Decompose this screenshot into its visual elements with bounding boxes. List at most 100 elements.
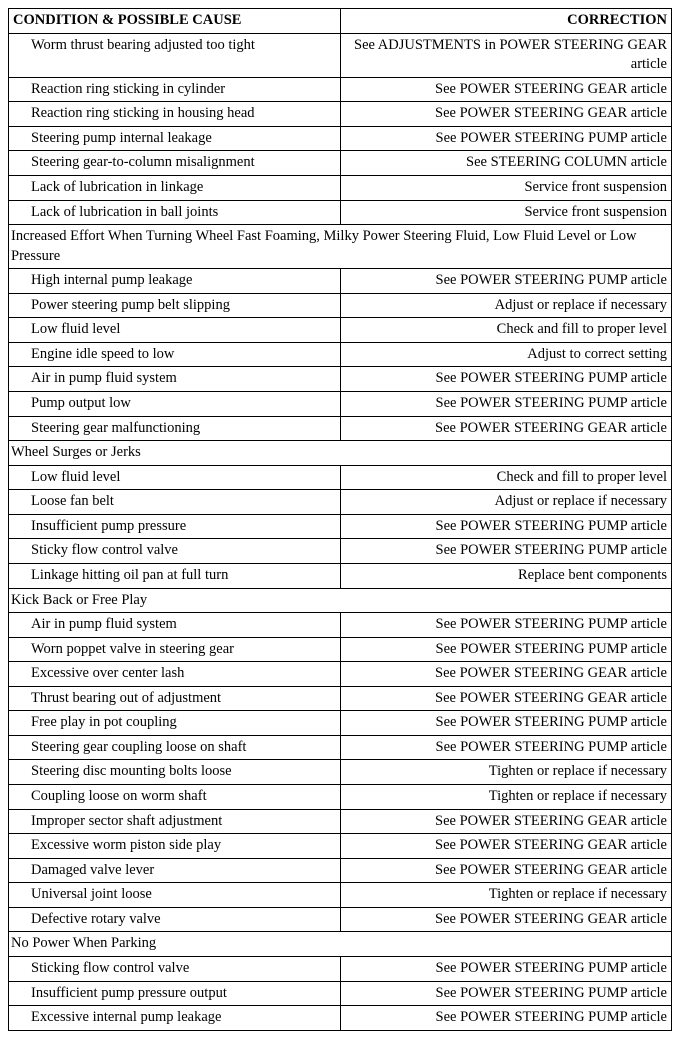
correction-cell: Replace bent components xyxy=(340,563,672,588)
correction-cell: See POWER STEERING GEAR article xyxy=(340,907,672,932)
correction-cell: Adjust to correct setting xyxy=(340,342,672,367)
table-row: Lack of lubrication in linkageService fr… xyxy=(9,175,672,200)
correction-cell: See POWER STEERING GEAR article xyxy=(340,686,672,711)
correction-cell: See POWER STEERING PUMP article xyxy=(340,514,672,539)
table-row: Steering gear-to-column misalignmentSee … xyxy=(9,151,672,176)
cause-cell: Lack of lubrication in ball joints xyxy=(9,200,341,225)
cause-cell: Excessive internal pump leakage xyxy=(9,1006,341,1031)
table-row: Air in pump fluid systemSee POWER STEERI… xyxy=(9,613,672,638)
table-row: Pump output lowSee POWER STEERING PUMP a… xyxy=(9,392,672,417)
table-row: Insufficient pump pressureSee POWER STEE… xyxy=(9,514,672,539)
cause-cell: Excessive worm piston side play xyxy=(9,834,341,859)
table-row: Increased Effort When Turning Wheel Fast… xyxy=(9,225,672,269)
cause-cell: Coupling loose on worm shaft xyxy=(9,785,341,810)
cause-cell: Engine idle speed to low xyxy=(9,342,341,367)
correction-cell: See POWER STEERING GEAR article xyxy=(340,77,672,102)
table-row: Universal joint looseTighten or replace … xyxy=(9,883,672,908)
cause-cell: Excessive over center lash xyxy=(9,662,341,687)
correction-cell: See POWER STEERING PUMP article xyxy=(340,539,672,564)
correction-cell: See STEERING COLUMN article xyxy=(340,151,672,176)
table-row: Wheel Surges or Jerks xyxy=(9,441,672,466)
cause-cell: Damaged valve lever xyxy=(9,858,341,883)
cause-cell: Defective rotary valve xyxy=(9,907,341,932)
cause-cell: Free play in pot coupling xyxy=(9,711,341,736)
cause-cell: Steering gear malfunctioning xyxy=(9,416,341,441)
table-row: Thrust bearing out of adjustmentSee POWE… xyxy=(9,686,672,711)
cause-cell: Steering gear coupling loose on shaft xyxy=(9,735,341,760)
table-body: Worm thrust bearing adjusted too tightSe… xyxy=(9,33,672,1030)
cause-cell: Insufficient pump pressure xyxy=(9,514,341,539)
table-header-row: CONDITION & POSSIBLE CAUSE CORRECTION xyxy=(9,9,672,34)
correction-cell: Tighten or replace if necessary xyxy=(340,760,672,785)
cause-cell: Reaction ring sticking in housing head xyxy=(9,102,341,127)
cause-cell: Universal joint loose xyxy=(9,883,341,908)
table-row: Reaction ring sticking in cylinderSee PO… xyxy=(9,77,672,102)
correction-cell: Check and fill to proper level xyxy=(340,465,672,490)
cause-cell: Power steering pump belt slipping xyxy=(9,293,341,318)
correction-cell: See POWER STEERING GEAR article xyxy=(340,102,672,127)
table-row: Steering disc mounting bolts looseTighte… xyxy=(9,760,672,785)
cause-cell: Air in pump fluid system xyxy=(9,613,341,638)
correction-cell: See POWER STEERING PUMP article xyxy=(340,392,672,417)
header-condition: CONDITION & POSSIBLE CAUSE xyxy=(9,9,341,34)
correction-cell: See POWER STEERING GEAR article xyxy=(340,662,672,687)
cause-cell: Sticky flow control valve xyxy=(9,539,341,564)
correction-cell: See POWER STEERING PUMP article xyxy=(340,1006,672,1031)
section-heading: No Power When Parking xyxy=(9,932,672,957)
correction-cell: Adjust or replace if necessary xyxy=(340,293,672,318)
table-row: Air in pump fluid systemSee POWER STEERI… xyxy=(9,367,672,392)
correction-cell: Check and fill to proper level xyxy=(340,318,672,343)
correction-cell: See POWER STEERING GEAR article xyxy=(340,416,672,441)
cause-cell: Steering gear-to-column misalignment xyxy=(9,151,341,176)
cause-cell: High internal pump leakage xyxy=(9,269,341,294)
table-row: Steering gear coupling loose on shaftSee… xyxy=(9,735,672,760)
cause-cell: Low fluid level xyxy=(9,465,341,490)
correction-cell: See POWER STEERING PUMP article xyxy=(340,269,672,294)
table-row: Damaged valve leverSee POWER STEERING GE… xyxy=(9,858,672,883)
table-row: Worm thrust bearing adjusted too tightSe… xyxy=(9,33,672,77)
section-heading: Kick Back or Free Play xyxy=(9,588,672,613)
cause-cell: Improper sector shaft adjustment xyxy=(9,809,341,834)
correction-cell: See POWER STEERING GEAR article xyxy=(340,834,672,859)
table-row: Excessive worm piston side playSee POWER… xyxy=(9,834,672,859)
cause-cell: Worn poppet valve in steering gear xyxy=(9,637,341,662)
correction-cell: Tighten or replace if necessary xyxy=(340,883,672,908)
table-row: Excessive over center lashSee POWER STEE… xyxy=(9,662,672,687)
section-heading: Wheel Surges or Jerks xyxy=(9,441,672,466)
table-row: Power steering pump belt slippingAdjust … xyxy=(9,293,672,318)
correction-cell: Service front suspension xyxy=(340,200,672,225)
table-row: High internal pump leakageSee POWER STEE… xyxy=(9,269,672,294)
correction-cell: See POWER STEERING PUMP article xyxy=(340,637,672,662)
cause-cell: Loose fan belt xyxy=(9,490,341,515)
troubleshooting-table: CONDITION & POSSIBLE CAUSE CORRECTION Wo… xyxy=(8,8,672,1031)
correction-cell: See ADJUSTMENTS in POWER STEERING GEAR a… xyxy=(340,33,672,77)
correction-cell: See POWER STEERING GEAR article xyxy=(340,809,672,834)
cause-cell: Insufficient pump pressure output xyxy=(9,981,341,1006)
correction-cell: Tighten or replace if necessary xyxy=(340,785,672,810)
table-row: Insufficient pump pressure outputSee POW… xyxy=(9,981,672,1006)
table-row: Low fluid levelCheck and fill to proper … xyxy=(9,465,672,490)
table-row: Linkage hitting oil pan at full turnRepl… xyxy=(9,563,672,588)
cause-cell: Steering pump internal leakage xyxy=(9,126,341,151)
table-row: Excessive internal pump leakageSee POWER… xyxy=(9,1006,672,1031)
cause-cell: Sticking flow control valve xyxy=(9,956,341,981)
correction-cell: See POWER STEERING GEAR article xyxy=(340,858,672,883)
table-row: Improper sector shaft adjustmentSee POWE… xyxy=(9,809,672,834)
correction-cell: See POWER STEERING PUMP article xyxy=(340,711,672,736)
correction-cell: See POWER STEERING PUMP article xyxy=(340,613,672,638)
table-row: Kick Back or Free Play xyxy=(9,588,672,613)
cause-cell: Thrust bearing out of adjustment xyxy=(9,686,341,711)
correction-cell: See POWER STEERING PUMP article xyxy=(340,735,672,760)
table-row: Loose fan beltAdjust or replace if neces… xyxy=(9,490,672,515)
header-correction: CORRECTION xyxy=(340,9,672,34)
cause-cell: Linkage hitting oil pan at full turn xyxy=(9,563,341,588)
table-row: Free play in pot couplingSee POWER STEER… xyxy=(9,711,672,736)
cause-cell: Reaction ring sticking in cylinder xyxy=(9,77,341,102)
cause-cell: Pump output low xyxy=(9,392,341,417)
table-row: Engine idle speed to lowAdjust to correc… xyxy=(9,342,672,367)
correction-cell: See POWER STEERING PUMP article xyxy=(340,956,672,981)
table-row: Steering pump internal leakageSee POWER … xyxy=(9,126,672,151)
table-row: No Power When Parking xyxy=(9,932,672,957)
correction-cell: Service front suspension xyxy=(340,175,672,200)
cause-cell: Low fluid level xyxy=(9,318,341,343)
